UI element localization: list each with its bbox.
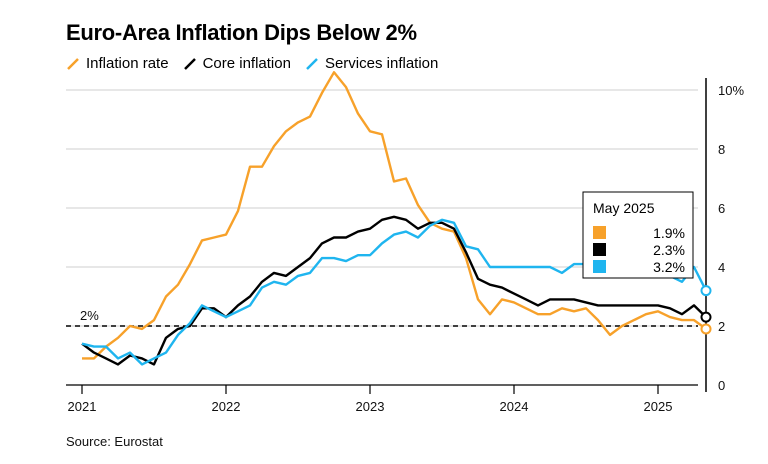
- annotation-value-inflation: 1.9%: [653, 225, 685, 241]
- endpoint-marker-inflation: [700, 323, 712, 335]
- legend-swatch-services: [306, 57, 318, 70]
- legend-item-services: Services inflation: [305, 55, 438, 72]
- x-tick-label-2024: 2024: [500, 399, 529, 414]
- annotation-value-core: 2.3%: [653, 242, 685, 258]
- legend: Inflation rate Core inflation Services i…: [66, 55, 438, 72]
- x-tick-label-2021: 2021: [68, 399, 97, 414]
- legend-item-core: Core inflation: [183, 55, 291, 72]
- source-note: Source: Eurostat: [66, 434, 163, 449]
- legend-label-services: Services inflation: [324, 55, 439, 72]
- y-tick-label-6: 6: [718, 201, 725, 216]
- legend-swatch-inflation: [67, 57, 79, 70]
- annotation-swatch-services: [593, 260, 606, 273]
- reference-line-label: 2%: [80, 308, 99, 323]
- annotation-swatch-core: [593, 243, 606, 256]
- legend-swatch-core: [183, 57, 196, 70]
- y-tick-label-10: 10%: [718, 83, 744, 98]
- chart-title: Euro-Area Inflation Dips Below 2%: [66, 20, 417, 45]
- legend-item-inflation: Inflation rate: [66, 55, 169, 72]
- y-tick-label-4: 4: [718, 260, 725, 275]
- x-tick-label-2025: 2025: [644, 399, 673, 414]
- legend-label-core: Core inflation: [202, 55, 291, 72]
- endpoint-marker-services: [700, 285, 712, 297]
- annotation-box-title: May 2025: [593, 200, 655, 216]
- x-tick-label-2023: 2023: [356, 399, 385, 414]
- y-tick-label-0: 0: [718, 378, 725, 393]
- legend-label-inflation: Inflation rate: [86, 55, 169, 72]
- y-tick-label-2: 2: [718, 319, 725, 334]
- y-tick-label-8: 8: [718, 142, 725, 157]
- endpoint-marker-core: [700, 311, 712, 323]
- x-tick-label-2022: 2022: [212, 399, 241, 414]
- annotation-swatch-inflation: [593, 226, 606, 239]
- series-line-inflation: [82, 71, 707, 360]
- annotation-value-services: 3.2%: [653, 259, 685, 275]
